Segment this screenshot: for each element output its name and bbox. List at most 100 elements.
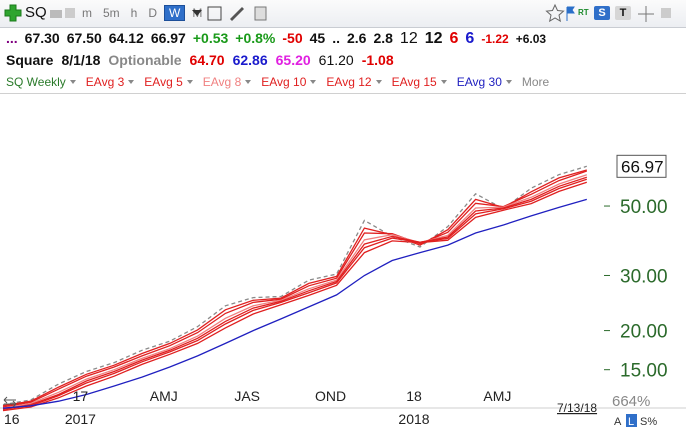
- name-row-item: -1.08: [361, 52, 394, 68]
- legend-item[interactable]: EAvg 12: [326, 75, 382, 89]
- star-icon[interactable]: [545, 3, 575, 23]
- quote-value: +0.8%: [235, 30, 276, 46]
- name-row-item: Optionable: [108, 52, 182, 68]
- name-row: Square 8/1/18 Optionable 64.70 62.86 65.20 61.…: [6, 52, 394, 68]
- quote-value: ...: [6, 30, 18, 46]
- interval-button[interactable]: 5m: [103, 6, 120, 20]
- end-date[interactable]: 7/13/18: [557, 401, 597, 415]
- y-tick-label: 20.00: [620, 322, 668, 343]
- window-icons[interactable]: [636, 4, 676, 24]
- legend-item[interactable]: SQ Weekly: [6, 75, 76, 89]
- series-line: [2, 181, 588, 412]
- x-tick-label: AMJ: [483, 388, 511, 404]
- legend-item[interactable]: EAvg 30: [457, 75, 512, 89]
- legend-arrow: [128, 80, 135, 84]
- legend-item[interactable]: EAvg 15: [392, 75, 447, 89]
- x-tick-label: OND: [315, 388, 346, 404]
- legend-label: EAvg 30: [456, 75, 502, 89]
- last-price-box: [616, 154, 667, 178]
- series-line: [2, 176, 588, 411]
- x-year-label: 2017: [65, 411, 96, 427]
- toolbar: SQ m5mhDWM RT S T: [0, 0, 686, 28]
- chart: 15.00 20.00 30.00 50.00 66.97 17 AMJ JAS OND 18 AM…: [0, 154, 686, 428]
- x-year-label: 16: [4, 411, 20, 427]
- y-tick-label: 50.00: [620, 197, 668, 218]
- rt-label[interactable]: RT: [578, 8, 589, 17]
- legend-label: SQ Weekly: [6, 75, 66, 89]
- name-row-item: 65.20: [275, 52, 311, 68]
- x-tick-label: 18: [406, 388, 422, 404]
- legend-arrow: [375, 80, 382, 84]
- quote-value: 66.97: [150, 30, 186, 46]
- quote-value: 45: [309, 30, 326, 46]
- print-icon[interactable]: [48, 5, 78, 23]
- quote-value: 6: [465, 30, 475, 47]
- s-button[interactable]: S: [594, 6, 610, 20]
- series-line: [2, 174, 588, 409]
- x-tick-label: AMJ: [150, 388, 178, 404]
- quote-value: -50: [282, 30, 303, 46]
- series-line: [2, 178, 588, 411]
- interval-button[interactable]: W: [164, 5, 186, 21]
- name-row-item: 64.70: [189, 52, 225, 68]
- footer-button[interactable]: A: [614, 416, 622, 428]
- quote-value: 67.30: [24, 30, 60, 46]
- separator: [0, 93, 686, 94]
- quote-value: 2.6: [346, 30, 367, 46]
- y-tick-label: 15.00: [620, 361, 668, 382]
- quote-row: ... 67.30 67.50 64.12 66.97 +0.53 +0.8% -50 45..…: [6, 30, 546, 48]
- legend-item[interactable]: EAvg 8: [202, 75, 252, 89]
- name-row-item: 61.20: [318, 52, 354, 68]
- legend-arrow: [440, 80, 447, 84]
- legend-label: EAvg 3: [85, 75, 125, 89]
- legend-item[interactable]: EAvg 3: [85, 75, 135, 89]
- series-line: [2, 165, 587, 406]
- x-tick-label: 17: [73, 388, 89, 404]
- button-bg: [626, 414, 637, 427]
- legend: SQ Weekly EAvg 3 EAvg 5 EAvg 8 EAvg 10 EAvg 1…: [6, 75, 549, 89]
- legend-arrow: [505, 80, 512, 84]
- interval-button[interactable]: m: [82, 6, 92, 20]
- legend-label: EAvg 8: [202, 75, 242, 89]
- quote-value: 12: [424, 30, 443, 47]
- last-price-label: 66.97: [621, 157, 664, 176]
- tool-icons[interactable]: [190, 4, 300, 24]
- legend-arrow: [310, 80, 317, 84]
- quote-value: ..: [332, 30, 340, 46]
- legend-arrow: [186, 80, 193, 84]
- name-row-item: 62.86: [232, 52, 268, 68]
- legend-label: EAvg 12: [326, 75, 372, 89]
- t-button[interactable]: T: [615, 6, 631, 20]
- name-row-item: 8/1/18: [61, 52, 101, 68]
- x-tick-label: JAS: [234, 388, 260, 404]
- scale-percent: 664%: [612, 393, 650, 410]
- quote-value: +0.53: [192, 30, 229, 46]
- interval-button[interactable]: D: [148, 6, 158, 20]
- legend-item[interactable]: EAvg 10: [261, 75, 317, 89]
- legend-label: EAvg 15: [391, 75, 437, 89]
- quote-value: 2.8: [373, 30, 393, 46]
- interval-button[interactable]: h: [130, 6, 138, 20]
- footer-button[interactable]: S%: [640, 416, 657, 428]
- name-row-item: Square: [6, 52, 54, 68]
- quote-value: 6: [449, 30, 459, 47]
- legend-label: EAvg 10: [261, 75, 307, 89]
- symbol[interactable]: SQ: [25, 4, 47, 21]
- series-line: [2, 198, 587, 409]
- legend-label: EAvg 5: [144, 75, 183, 89]
- series-line: [2, 169, 587, 407]
- x-year-label: 2018: [398, 411, 429, 427]
- legend-arrow: [69, 80, 76, 84]
- series-line: [2, 170, 588, 408]
- legend-more[interactable]: More: [521, 75, 550, 89]
- legend-arrow: [245, 80, 252, 84]
- legend-item[interactable]: EAvg 5: [144, 75, 193, 89]
- quote-value: 64.12: [108, 30, 144, 46]
- add-icon[interactable]: [4, 4, 22, 22]
- quote-value: -1.22: [481, 32, 509, 46]
- footer-button[interactable]: L: [628, 416, 634, 428]
- quote-value: 67.50: [66, 30, 102, 46]
- scroll-icon[interactable]: [3, 396, 17, 408]
- quote-value: 12: [399, 30, 418, 47]
